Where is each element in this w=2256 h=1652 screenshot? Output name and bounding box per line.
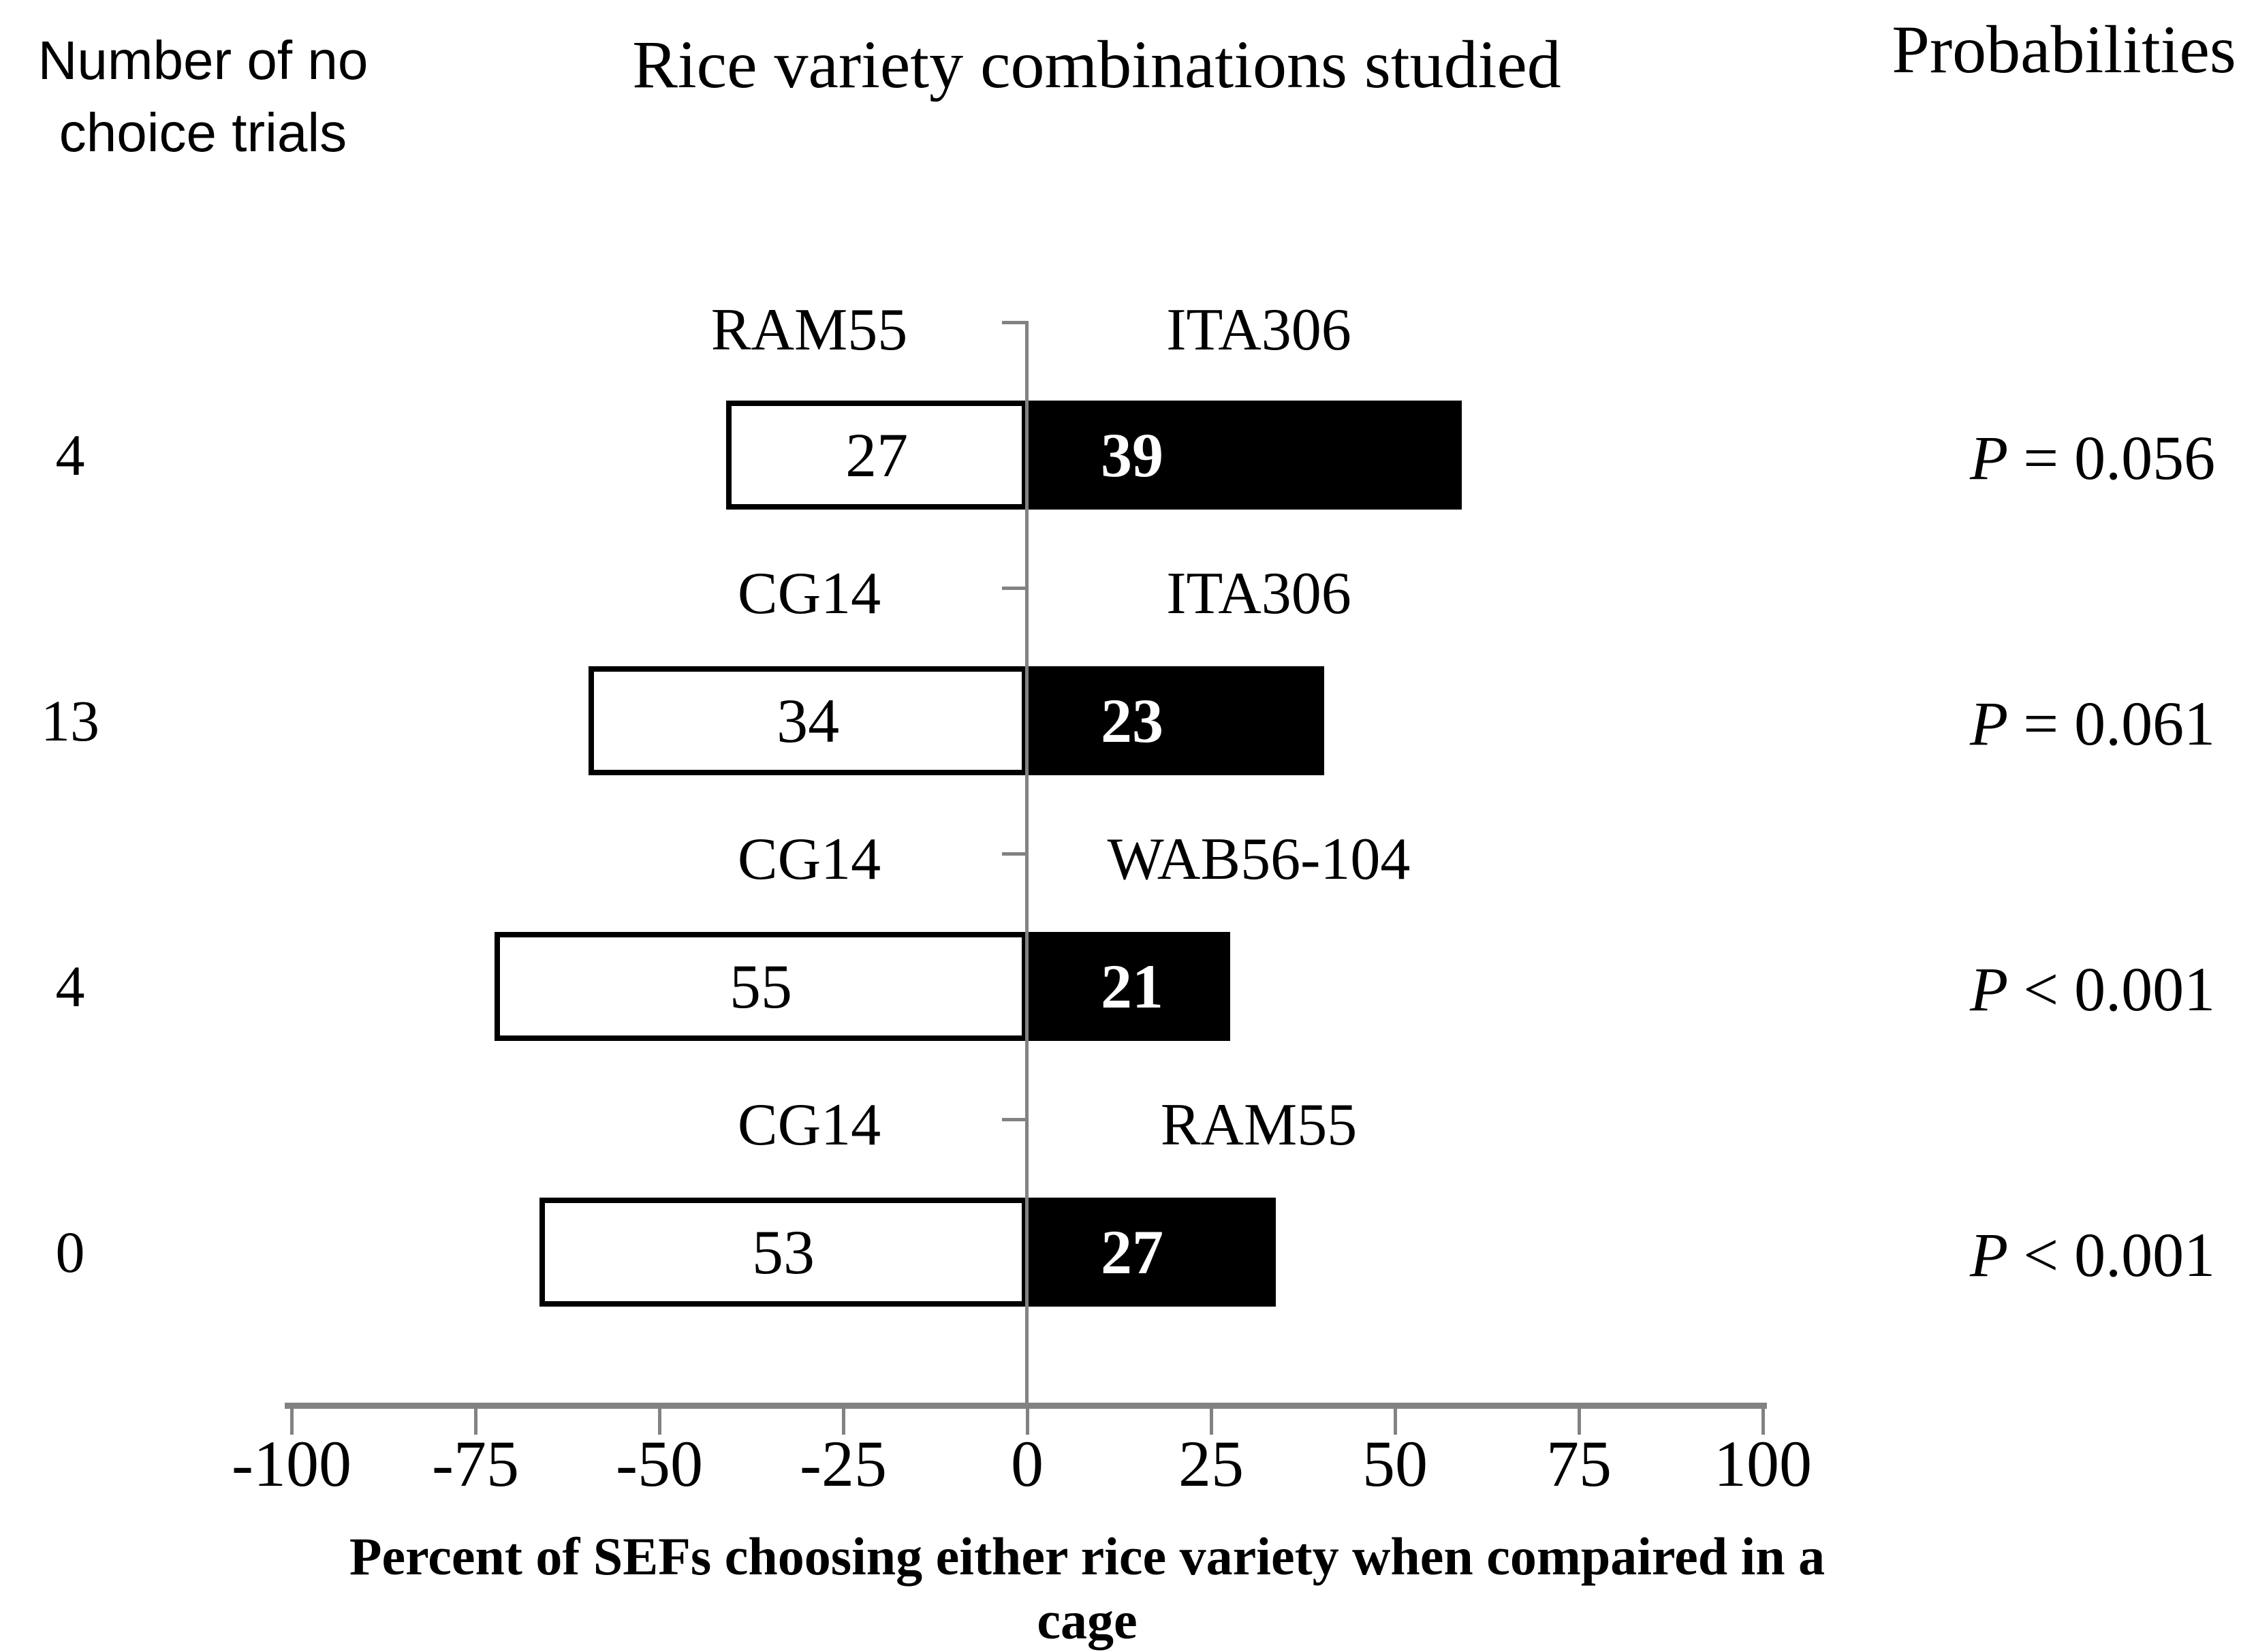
p-symbol: P: [1970, 954, 2009, 1024]
x-axis-tick: [474, 1407, 477, 1435]
right-bar: 39: [1027, 401, 1462, 510]
left-axis-title: Number of no choice trials: [19, 25, 387, 168]
x-axis-tick: [842, 1407, 845, 1435]
x-axis-tick: [1210, 1407, 1213, 1435]
left-variety-label: RAM55: [710, 297, 908, 363]
p-symbol: P: [1970, 423, 2009, 493]
x-axis-tick: [1394, 1407, 1397, 1435]
p-value: P = 0.061: [1970, 669, 2215, 778]
right-variety-label: ITA306: [1166, 297, 1351, 363]
left-variety-label: CG14: [737, 1092, 881, 1158]
left-bar: 34: [589, 666, 1027, 775]
x-tick-label: 50: [1362, 1427, 1428, 1500]
left-bar-value: 55: [730, 952, 793, 1021]
x-axis-tick: [1026, 1407, 1029, 1435]
x-tick-label: 75: [1546, 1427, 1612, 1500]
right-bar: 21: [1027, 932, 1231, 1041]
left-bar: 27: [726, 401, 1027, 510]
right-variety-label: WAB56-104: [1107, 826, 1411, 892]
x-tick-label: -100: [232, 1427, 351, 1500]
left-variety-label: CG14: [737, 561, 881, 627]
category-tick: [1002, 852, 1029, 856]
zero-axis-line: [1025, 321, 1029, 1407]
x-axis-tick: [1761, 1407, 1765, 1435]
p-value: P = 0.056: [1970, 403, 2215, 512]
x-tick-label: -50: [616, 1427, 703, 1500]
category-tick: [1002, 1118, 1029, 1121]
left-bar: 55: [495, 932, 1027, 1041]
category-tick: [1002, 321, 1029, 324]
probabilities-column-title: Probabilities: [1892, 12, 2236, 87]
left-bar-value: 53: [751, 1217, 815, 1287]
no-choice-trials-count: 4: [55, 954, 85, 1019]
x-axis-tick: [290, 1407, 294, 1435]
p-value: P < 0.001: [1970, 935, 2215, 1044]
left-bar-value: 34: [777, 686, 840, 755]
x-tick-label: -25: [800, 1427, 887, 1500]
p-symbol: P: [1970, 1220, 2009, 1290]
right-variety-label: ITA306: [1166, 561, 1351, 627]
p-value-text: < 0.001: [2023, 954, 2216, 1024]
no-choice-trials-count: 0: [55, 1219, 85, 1285]
left-variety-label: CG14: [737, 826, 881, 892]
x-tick-label: 0: [1011, 1427, 1044, 1500]
left-axis-title-line1: Number of no: [37, 30, 369, 91]
left-axis-title-line2: choice trials: [59, 102, 347, 163]
x-axis-title: Percent of SEFs choosing either rice var…: [349, 1527, 1826, 1650]
right-variety-label: RAM55: [1160, 1092, 1358, 1158]
category-tick: [1002, 587, 1029, 590]
right-bar-value: 23: [1101, 686, 1163, 755]
p-value-text: = 0.061: [2023, 689, 2216, 758]
p-symbol: P: [1970, 689, 2009, 758]
right-bar-value: 39: [1101, 420, 1163, 490]
no-choice-trials-count: 13: [41, 688, 99, 753]
x-axis-tick: [1578, 1407, 1581, 1435]
right-bar: 27: [1027, 1198, 1276, 1307]
p-value: P < 0.001: [1970, 1200, 2215, 1309]
right-bar-value: 27: [1101, 1217, 1163, 1287]
x-tick-label: -75: [432, 1427, 519, 1500]
right-bar-value: 21: [1101, 952, 1163, 1021]
left-bar-value: 27: [845, 420, 909, 490]
left-bar: 53: [539, 1198, 1027, 1307]
right-bar: 23: [1027, 666, 1325, 775]
p-value-text: < 0.001: [2023, 1220, 2216, 1290]
x-axis-tick: [658, 1407, 661, 1435]
p-value-text: = 0.056: [2023, 423, 2216, 493]
no-choice-trials-count: 4: [55, 422, 85, 488]
x-tick-label: 25: [1178, 1427, 1244, 1500]
chart-title: Rice variety combinations studied: [632, 27, 1561, 102]
x-tick-label: 100: [1714, 1427, 1812, 1500]
